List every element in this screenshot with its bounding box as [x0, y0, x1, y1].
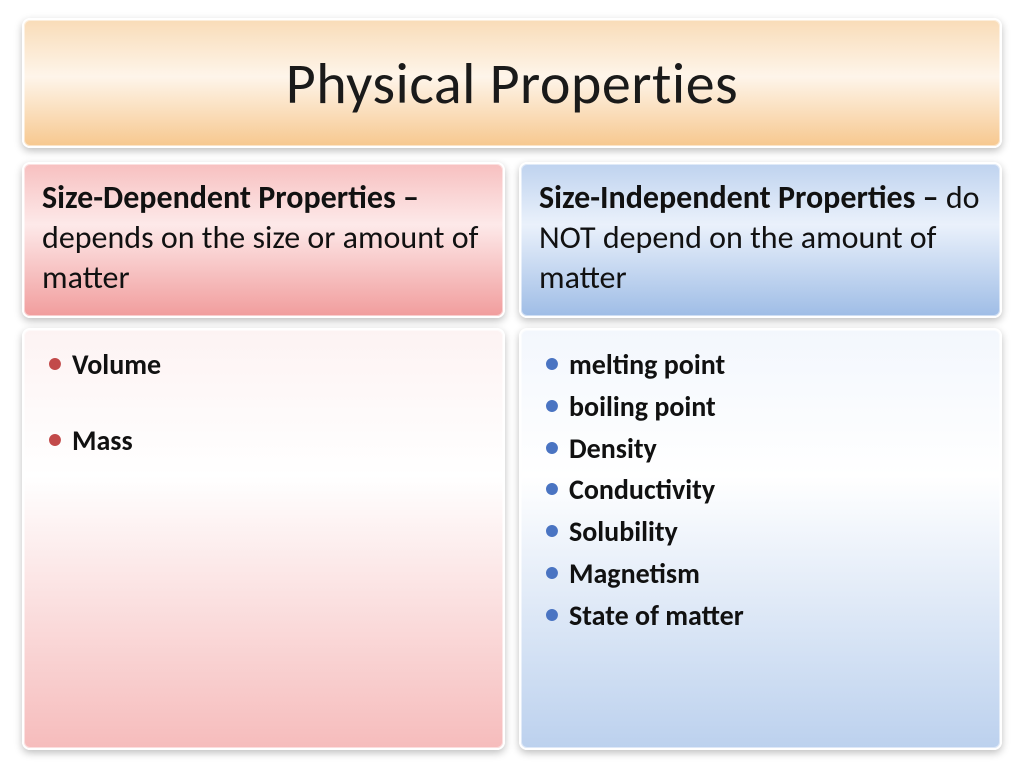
list-item: Magnetism	[535, 553, 986, 595]
slide-title: Physical Properties	[286, 48, 739, 119]
title-panel: Physical Properties	[22, 18, 1002, 148]
list-item: boiling point	[535, 386, 986, 428]
right-list: melting point boiling point Density Cond…	[535, 344, 986, 637]
left-heading-bold: Size-Dependent Properties –	[42, 178, 419, 217]
left-column: Size-Dependent Properties – depends on t…	[22, 162, 505, 750]
right-column: Size-Independent Properties – do NOT dep…	[519, 162, 1002, 750]
list-item: Volume	[38, 344, 489, 386]
list-item: melting point	[535, 344, 986, 386]
list-item: Density	[535, 428, 986, 470]
left-list-panel: Volume Mass	[22, 328, 505, 750]
list-item: State of matter	[535, 595, 986, 637]
right-header-panel: Size-Independent Properties – do NOT dep…	[519, 162, 1002, 318]
left-heading-rest: depends on the size or amount of matter	[42, 218, 478, 297]
list-spacer	[38, 386, 489, 420]
left-header-panel: Size-Dependent Properties – depends on t…	[22, 162, 505, 318]
columns-container: Size-Dependent Properties – depends on t…	[22, 162, 1002, 750]
list-item: Conductivity	[535, 469, 986, 511]
right-list-panel: melting point boiling point Density Cond…	[519, 328, 1002, 750]
slide: Physical Properties Size-Dependent Prope…	[0, 0, 1024, 768]
right-heading-bold: Size-Independent Properties –	[539, 178, 946, 217]
left-list: Volume Mass	[38, 344, 489, 462]
list-item: Solubility	[535, 511, 986, 553]
list-item: Mass	[38, 420, 489, 462]
